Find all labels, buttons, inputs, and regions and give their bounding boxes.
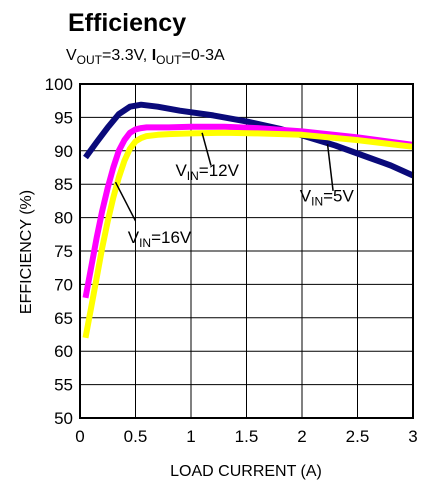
y-tick-label: 75 bbox=[54, 242, 73, 261]
y-tick-label: 55 bbox=[54, 376, 73, 395]
x-tick-label: 0.5 bbox=[124, 427, 148, 446]
y-axis-label: EFFICIENCY (%) bbox=[18, 190, 35, 314]
x-tick-label: 1 bbox=[186, 427, 195, 446]
y-tick-label: 70 bbox=[54, 275, 73, 294]
x-tick-label: 0 bbox=[75, 427, 84, 446]
subtitle-part: OUT bbox=[77, 53, 103, 67]
annotations: VIN=12V VIN=5V VIN=16V bbox=[114, 132, 355, 250]
y-tick-label: 85 bbox=[54, 175, 73, 194]
annotation-leader-vin-12v bbox=[201, 132, 212, 166]
subtitle-part: =0-3A bbox=[182, 47, 225, 64]
x-tick-label: 3 bbox=[408, 427, 417, 446]
x-tick-label: 1.5 bbox=[235, 427, 259, 446]
y-tick-label: 80 bbox=[54, 209, 73, 228]
y-tick-label: 100 bbox=[45, 75, 73, 94]
annotation-leader-vin-5v bbox=[326, 144, 334, 191]
y-tick-label: 65 bbox=[54, 309, 73, 328]
y-tick-label: 50 bbox=[54, 409, 73, 428]
series-lines bbox=[82, 101, 415, 339]
chart-title: Efficiency bbox=[68, 9, 186, 37]
chart-subtitle: VOUT=3.3V, IOUT=0-3A bbox=[66, 47, 225, 67]
y-tick-label: 90 bbox=[54, 142, 73, 161]
subtitle-part: =3.3V, bbox=[102, 47, 152, 64]
x-tick-label: 2 bbox=[297, 427, 306, 446]
x-tick-label: 2.5 bbox=[346, 427, 370, 446]
annotation-vin-5v: VIN=5V bbox=[300, 187, 355, 209]
x-axis-label: LOAD CURRENT (A) bbox=[170, 463, 322, 480]
series-line-vin-5v bbox=[83, 101, 415, 179]
y-tick-label: 60 bbox=[54, 342, 73, 361]
subtitle-part: V bbox=[66, 47, 77, 64]
annotation-vin-12v: VIN=12V bbox=[175, 161, 239, 183]
subtitle-part: I bbox=[152, 47, 156, 64]
y-tick-label: 95 bbox=[54, 108, 73, 127]
series-line-vin-16v bbox=[82, 129, 414, 339]
annotation-leader-vin-16v bbox=[114, 181, 137, 222]
tick-labels: 0 0.5 1 1.5 2 2.5 3 50 55 60 65 70 75 80 85 90 95 100 bbox=[45, 75, 418, 446]
subtitle-part: OUT bbox=[156, 53, 182, 67]
plot-frame bbox=[79, 83, 414, 419]
annotation-vin-16v: VIN=16V bbox=[128, 228, 192, 250]
series-line-vin-12v bbox=[82, 123, 414, 299]
